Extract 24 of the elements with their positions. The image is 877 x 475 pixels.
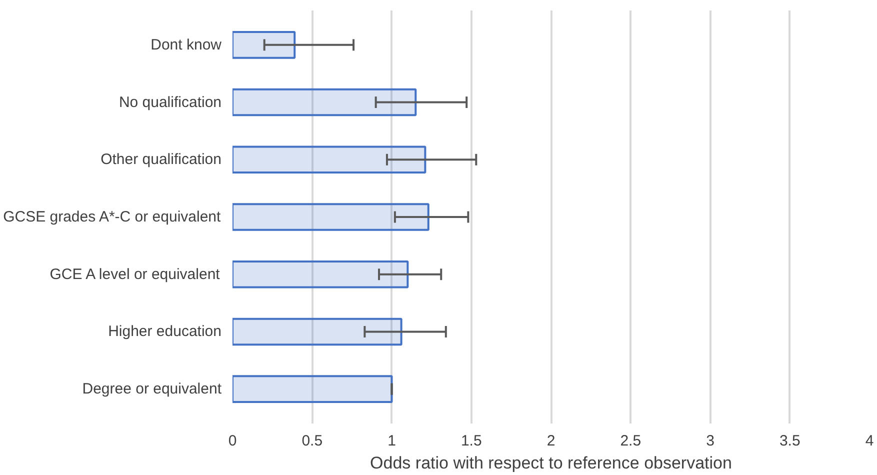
y-tick-label: Higher education: [108, 323, 222, 340]
x-axis-title: Odds ratio with respect to reference observation: [370, 454, 732, 472]
bar: [232, 146, 426, 174]
x-tick-label: 3: [706, 432, 714, 450]
bar: [232, 31, 296, 59]
y-tick-label: No qualification: [118, 94, 222, 111]
bar: [232, 203, 430, 231]
y-tick-label: GCE A level or equivalent: [50, 266, 221, 283]
x-tick-label: 0: [228, 432, 237, 450]
x-tick-label: 2: [546, 432, 556, 450]
x-tick-label: 4: [865, 432, 874, 450]
y-tick-label: Degree or equivalent: [82, 380, 222, 398]
x-tick-label: 2.5: [620, 432, 642, 450]
y-tick-label: GCSE grades A*-C or equivalent: [3, 208, 222, 226]
bar: [232, 318, 402, 346]
bar: [232, 260, 409, 288]
y-tick-label: Dont know: [150, 36, 222, 54]
x-tick-label: 1.5: [460, 432, 482, 450]
x-tick-label: 1: [388, 432, 396, 450]
x-tick-label: 3.5: [779, 432, 800, 450]
x-tick-label: 0.5: [302, 432, 323, 450]
bar: [232, 88, 417, 116]
y-tick-label: Other qualification: [100, 151, 222, 168]
bar: [232, 375, 393, 403]
